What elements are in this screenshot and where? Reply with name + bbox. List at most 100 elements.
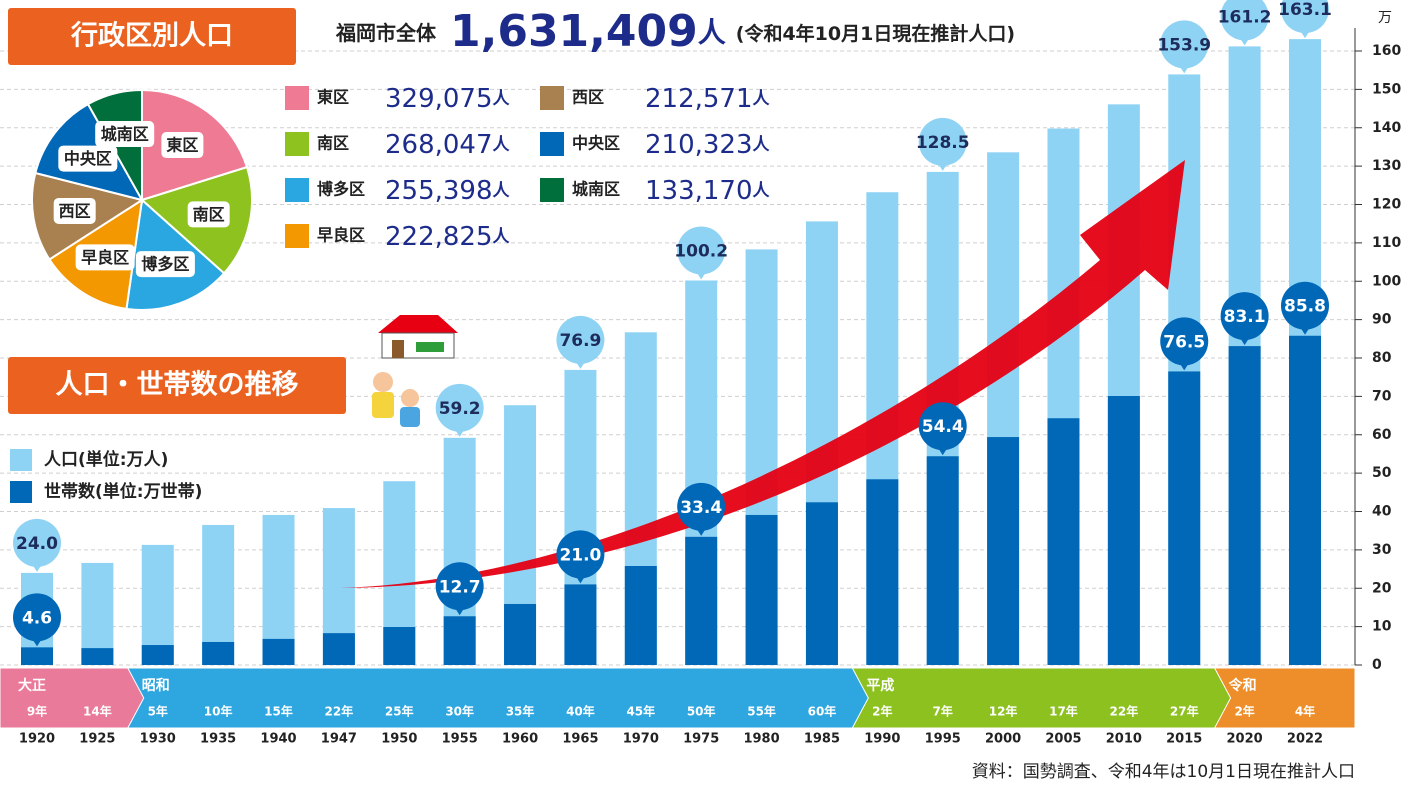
legend-swatch <box>285 86 309 110</box>
pie-label-box <box>135 251 195 278</box>
source-note: 資料：国勢調査、令和4年は10月1日現在推計人口 <box>972 762 1355 782</box>
legend-label: 人口(単位:万人) <box>44 449 168 470</box>
bar <box>564 584 597 665</box>
y-tick-label: 110 <box>1372 235 1401 251</box>
bar <box>383 627 416 665</box>
x-tick-label: 1950 <box>381 732 417 747</box>
total-value: 1,631,409 <box>450 6 698 57</box>
era-year: 55年 <box>747 704 776 719</box>
legend-name: 中央区 <box>572 134 620 153</box>
bar <box>81 562 114 665</box>
era-year: 5年 <box>148 704 168 719</box>
era-name: 大正 <box>18 677 46 694</box>
total-line: 福岡市全体 1,631,409人 (令和4年10月1日現在推計人口) <box>335 6 1015 57</box>
x-tick-label: 1935 <box>200 732 236 747</box>
bar <box>926 456 959 665</box>
era-year: 2年 <box>872 704 892 719</box>
legend-value-number: 222,825 <box>385 222 493 252</box>
era-year: 7年 <box>933 704 953 719</box>
era-name: 令和 <box>1228 677 1257 694</box>
legend-name: 南区 <box>317 134 349 153</box>
value-label: 76.9 <box>559 331 601 351</box>
era-year: 17年 <box>1049 704 1078 719</box>
era-band <box>127 667 869 729</box>
y-tick-label: 90 <box>1372 312 1392 328</box>
label-bubble <box>1160 317 1209 366</box>
x-tick-label: 2015 <box>1166 732 1202 747</box>
era-year: 30年 <box>445 704 474 719</box>
bar <box>262 638 295 665</box>
pie-label-box <box>53 197 96 224</box>
x-tick-label: 1940 <box>260 732 296 747</box>
value-label: 59.2 <box>439 399 481 419</box>
y-tick-label: 70 <box>1372 388 1392 404</box>
label-bubble <box>677 226 726 275</box>
pie-label: 博多区 <box>141 255 189 274</box>
legend-name: 城南区 <box>572 180 620 199</box>
label-bubble <box>1220 0 1269 41</box>
legend-name: 西区 <box>572 88 604 107</box>
era-year: 12年 <box>989 704 1018 719</box>
house-illustration <box>372 315 458 427</box>
era-year: 9年 <box>27 704 47 719</box>
legend-swatch <box>10 481 32 503</box>
era-year: 4年 <box>1295 704 1315 719</box>
bar <box>1289 335 1321 665</box>
bar <box>987 437 1020 665</box>
era-year: 40年 <box>566 704 595 719</box>
legend-label: 世帯数(単位:万世帯) <box>44 481 202 502</box>
legend-value-number: 255,398 <box>385 176 493 206</box>
pie-label: 中央区 <box>64 149 112 168</box>
legend-value: 210,323人 <box>645 130 771 160</box>
label-bubble <box>13 518 61 567</box>
bar-title: 人口・世帯数の推移 <box>56 369 299 401</box>
legend-value: 222,825人 <box>385 222 511 252</box>
y-tick-label: 100 <box>1372 273 1401 289</box>
legend-value-number: 210,323 <box>645 130 753 160</box>
x-tick-label: 2020 <box>1227 732 1263 747</box>
era-year: 50年 <box>687 704 716 719</box>
value-label: 12.7 <box>439 577 481 597</box>
legend-name: 東区 <box>317 88 349 107</box>
x-tick-label: 1985 <box>804 732 840 747</box>
y-tick-label: 20 <box>1372 580 1392 596</box>
x-tick-label: 1955 <box>442 732 478 747</box>
label-bubble <box>1220 292 1269 341</box>
total-label: 福岡市全体 <box>335 21 437 45</box>
title-banner <box>8 8 296 65</box>
x-tick-label: 1965 <box>562 732 598 747</box>
bar <box>1047 418 1080 665</box>
y-unit: 万 <box>1378 10 1392 26</box>
era-year: 27年 <box>1170 704 1199 719</box>
x-tick-label: 1980 <box>743 732 779 747</box>
x-tick-label: 2022 <box>1287 732 1323 747</box>
legend-value-number: 212,571 <box>645 84 753 114</box>
value-label: 128.5 <box>916 133 970 153</box>
label-bubble <box>556 315 605 364</box>
y-tick-label: 50 <box>1372 465 1392 481</box>
y-tick-label: 60 <box>1372 427 1392 443</box>
x-tick-label: 2000 <box>985 732 1021 747</box>
y-tick-label: 10 <box>1372 619 1392 635</box>
total-unit: 人 <box>698 16 726 49</box>
bar <box>322 633 355 665</box>
pie-label: 南区 <box>193 205 225 224</box>
legend-name: 早良区 <box>317 226 365 245</box>
x-tick-label: 1975 <box>683 732 719 747</box>
value-label: 100.2 <box>674 241 728 261</box>
x-tick-label: 1970 <box>623 732 659 747</box>
y-tick-label: 150 <box>1372 81 1401 97</box>
y-tick-label: 140 <box>1372 120 1401 136</box>
x-tick-label: 1925 <box>79 732 115 747</box>
pie-label-box <box>187 201 230 228</box>
legend-value-number: 133,170 <box>645 176 753 206</box>
value-label: 153.9 <box>1157 35 1211 55</box>
pie-label-box <box>75 244 135 271</box>
value-label: 4.6 <box>22 608 52 628</box>
legend-swatch <box>285 224 309 248</box>
legend-value: 329,075人 <box>385 84 511 114</box>
pie-label-box <box>161 132 204 159</box>
bar <box>685 536 718 665</box>
y-tick-label: 80 <box>1372 350 1392 366</box>
bar <box>745 514 778 665</box>
